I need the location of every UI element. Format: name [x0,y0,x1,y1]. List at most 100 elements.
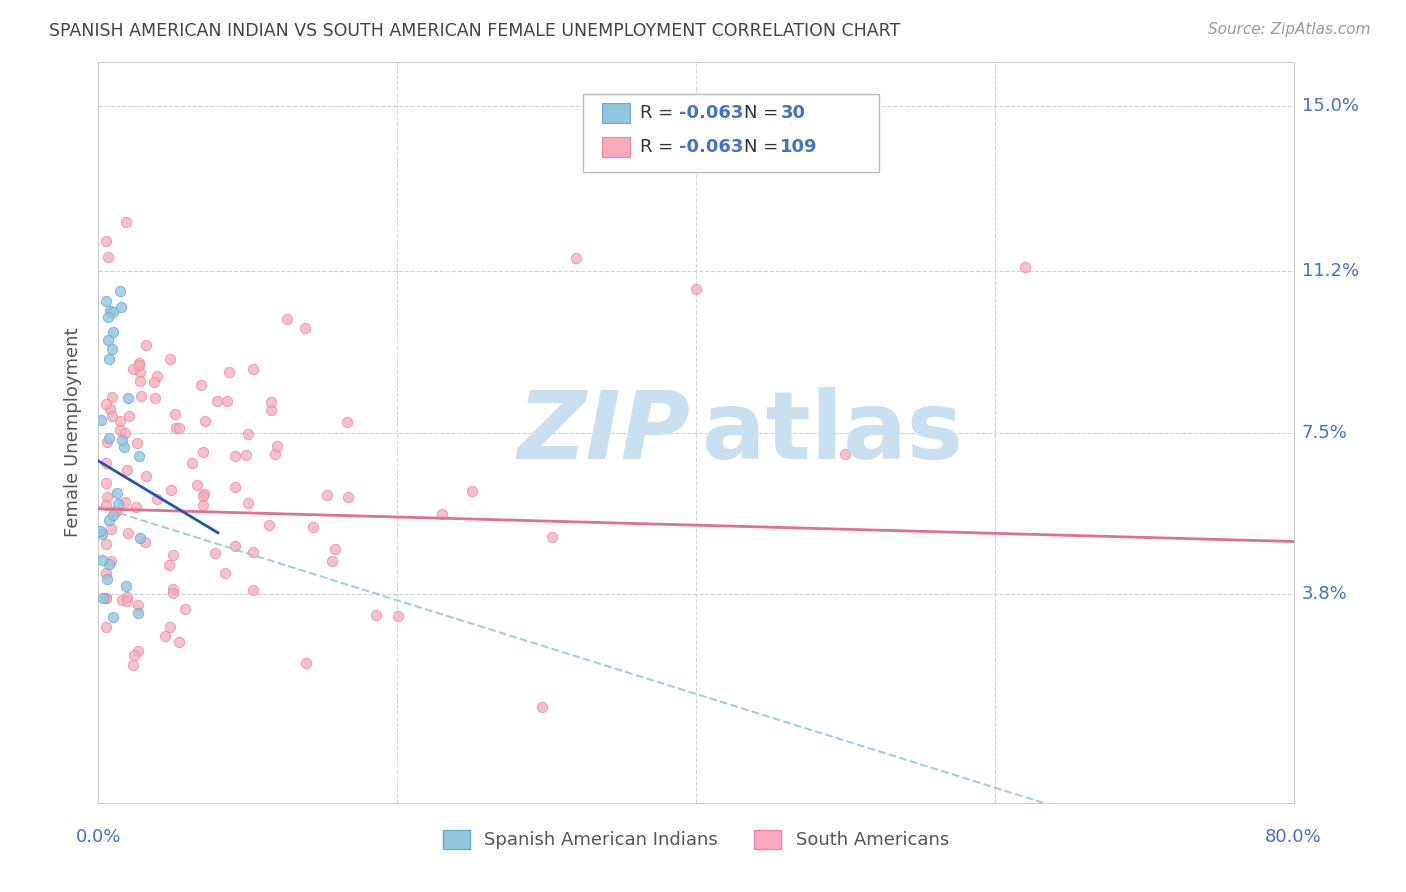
Point [145,491,167,506]
Point [118,409,141,424]
Point [114,441,136,455]
Point [110,301,132,315]
Text: 3.8%: 3.8% [1302,585,1347,603]
Point [96,573,118,587]
Point [94,498,117,512]
Point [96,490,118,504]
Point [169,421,191,435]
Point [91,591,114,605]
Point [98,558,121,572]
Text: SPANISH AMERICAN INDIAN VS SOUTH AMERICAN FEMALE UNEMPLOYMENT CORRELATION CHART: SPANISH AMERICAN INDIAN VS SOUTH AMERICA… [49,22,900,40]
Point [94,591,117,605]
Y-axis label: Female Unemployment: Female Unemployment [65,328,83,537]
Point [107,497,129,511]
Point [160,483,183,498]
Point [135,469,157,483]
Point [142,375,165,389]
Point [257,517,280,532]
Point [302,520,325,534]
Point [155,629,177,643]
Point [90,553,112,567]
Point [685,282,707,296]
Text: -0.063: -0.063 [679,138,744,156]
Point [97,333,120,347]
Point [236,427,259,442]
Point [173,602,195,616]
Point [294,321,316,335]
Point [315,488,337,502]
Point [90,527,112,541]
Text: 11.2%: 11.2% [1302,262,1360,280]
Point [224,539,246,553]
Point [117,463,139,477]
Text: 30: 30 [780,104,806,122]
Point [214,566,236,581]
Point [115,590,138,604]
Point [145,368,167,383]
Point [134,535,156,549]
Point [387,608,409,623]
Point [159,351,181,366]
Point [364,608,387,623]
Text: N =: N = [744,104,783,122]
Point [97,250,120,264]
Point [110,593,132,607]
Text: 80.0%: 80.0% [1265,828,1322,846]
Point [129,532,152,546]
Text: N =: N = [744,138,783,156]
Point [94,537,117,551]
Point [96,235,118,249]
Point [98,351,121,366]
Point [100,409,122,423]
Point [114,495,136,509]
Point [96,435,118,450]
Point [162,549,184,563]
Text: Source: ZipAtlas.com: Source: ZipAtlas.com [1208,22,1371,37]
Point [460,483,482,498]
Point [321,554,343,568]
Point [104,504,127,518]
Point [242,361,264,376]
Point [191,489,214,503]
Point [215,394,238,409]
Point [224,449,246,463]
Point [105,486,128,500]
Point [108,423,131,437]
Point [205,393,228,408]
Text: ZIP: ZIP [517,386,690,479]
Point [224,480,246,494]
Point [127,606,149,620]
Point [94,475,117,490]
Point [128,356,150,370]
Point [98,401,121,416]
Point [337,490,360,504]
Point [218,365,240,379]
Point [193,445,215,459]
Point [295,657,318,671]
Text: R =: R = [640,104,679,122]
Point [186,478,208,492]
Point [163,407,186,421]
Point [193,499,215,513]
Point [540,530,562,544]
Point [260,395,283,409]
Point [565,252,588,266]
Point [94,591,117,605]
Point [100,522,122,536]
Point [193,487,215,501]
Point [336,415,359,429]
Point [114,426,136,441]
Point [96,294,118,309]
Point [94,566,117,580]
Point [94,456,117,470]
Point [127,436,149,450]
Point [167,635,190,649]
Point [103,326,125,340]
Point [101,609,124,624]
Point [117,525,139,540]
Point [114,214,136,228]
Point [260,402,283,417]
Point [143,391,166,405]
Point [108,284,131,298]
Point [430,507,453,521]
